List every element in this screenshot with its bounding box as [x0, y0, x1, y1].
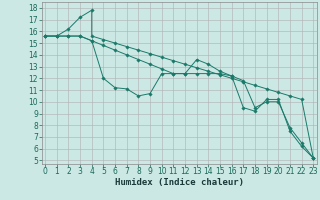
X-axis label: Humidex (Indice chaleur): Humidex (Indice chaleur)	[115, 178, 244, 187]
